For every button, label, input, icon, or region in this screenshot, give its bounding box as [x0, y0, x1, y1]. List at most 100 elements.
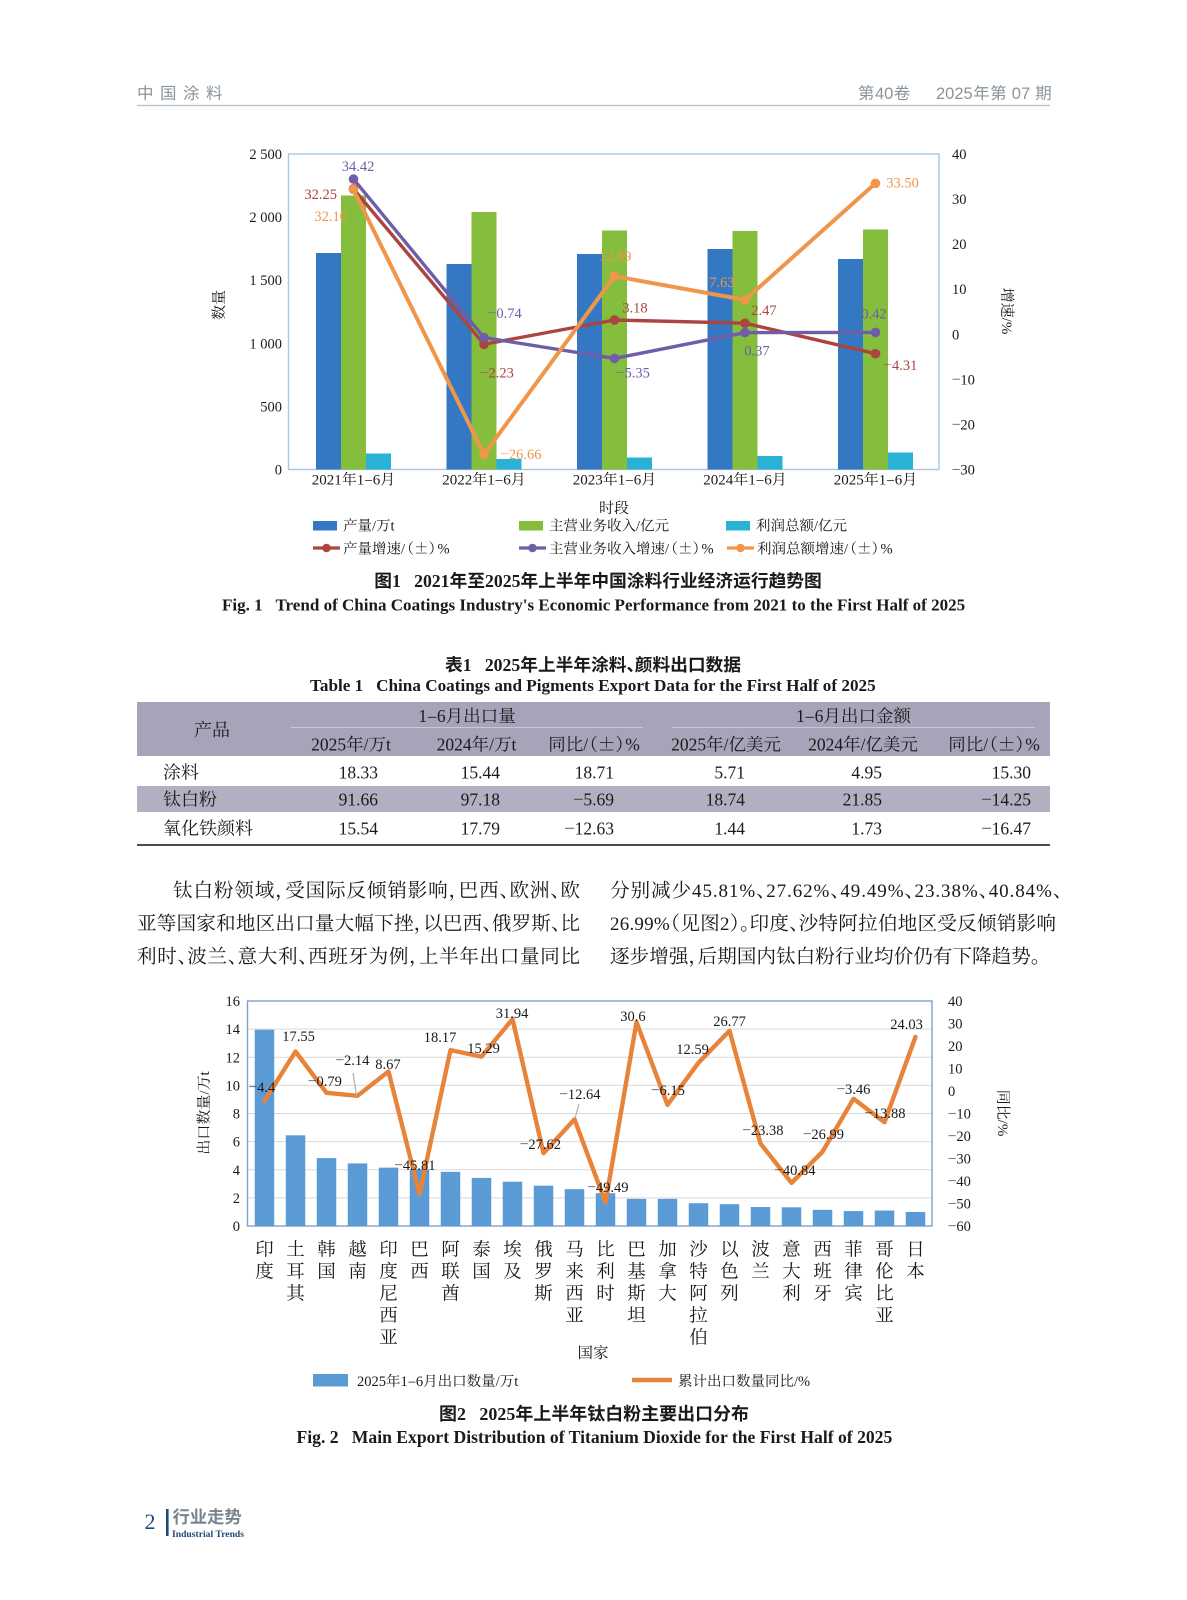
svg-text:2: 2 — [145, 1509, 156, 1534]
svg-text:1: 1 — [729, 881, 739, 902]
svg-text:40: 40 — [948, 994, 963, 1010]
svg-text:/: / — [814, 519, 819, 535]
svg-text:45.81: 45.81 — [403, 1158, 436, 1174]
svg-text:6.15: 6.15 — [660, 1083, 685, 1099]
svg-text:2022: 2022 — [442, 473, 472, 489]
svg-text:32.25: 32.25 — [304, 187, 337, 203]
svg-text:2: 2 — [803, 881, 813, 902]
svg-text:40: 40 — [956, 1174, 971, 1190]
svg-text:/: / — [197, 1090, 213, 1095]
svg-text:1: 1 — [487, 473, 495, 489]
svg-text:.: . — [713, 881, 718, 902]
svg-text:/: / — [489, 735, 494, 755]
svg-text:1 000: 1 000 — [249, 336, 282, 352]
svg-text:20: 20 — [948, 1039, 963, 1055]
svg-text:3: 3 — [941, 881, 951, 902]
svg-text:8: 8 — [951, 881, 961, 902]
svg-text:.: . — [787, 881, 792, 902]
svg-text:9: 9 — [851, 881, 861, 902]
svg-text:0: 0 — [948, 1084, 955, 1100]
svg-text:/: / — [401, 542, 406, 558]
svg-text:7: 7 — [777, 881, 787, 902]
svg-text:14: 14 — [226, 1022, 241, 1038]
svg-text:30: 30 — [952, 192, 967, 208]
svg-text:14.25: 14.25 — [992, 790, 1032, 810]
svg-text:15.29: 15.29 — [467, 1041, 500, 1057]
svg-text:6: 6 — [437, 706, 446, 726]
svg-text:6: 6 — [620, 914, 630, 935]
svg-text:2: 2 — [720, 914, 730, 935]
svg-text:3.46: 3.46 — [845, 1082, 870, 1098]
svg-text:/: / — [724, 735, 729, 755]
svg-text:30.6: 30.6 — [620, 1009, 645, 1025]
svg-text:24.03: 24.03 — [890, 1017, 923, 1033]
svg-text:6: 6 — [233, 1135, 240, 1151]
svg-text:12.59: 12.59 — [676, 1042, 709, 1058]
svg-text:10: 10 — [226, 1078, 241, 1094]
svg-text:2 500: 2 500 — [249, 147, 282, 163]
svg-text:18.33: 18.33 — [339, 763, 379, 783]
svg-text:1: 1 — [879, 473, 887, 489]
svg-text:0.79: 0.79 — [317, 1074, 342, 1090]
svg-text:6: 6 — [416, 1374, 423, 1390]
svg-text:6: 6 — [634, 473, 642, 489]
svg-text:%: % — [881, 542, 893, 558]
svg-text:4: 4 — [840, 881, 850, 902]
svg-text:50: 50 — [956, 1197, 971, 1213]
svg-text:7.63: 7.63 — [709, 275, 734, 291]
svg-text:%: % — [1025, 735, 1040, 755]
svg-text:34.42: 34.42 — [342, 159, 375, 175]
svg-text:21.85: 21.85 — [843, 790, 883, 810]
svg-text:20: 20 — [960, 417, 975, 433]
svg-text:Fig. 1 Trend of China Coatin: Fig. 1 Trend of China Coatings Industry'… — [222, 596, 965, 615]
svg-text:2 2025: 2 2025 — [457, 1404, 515, 1424]
svg-text:500: 500 — [260, 399, 282, 415]
svg-text:12.64: 12.64 — [568, 1087, 601, 1103]
svg-text:16: 16 — [226, 994, 241, 1010]
svg-text:3.18: 3.18 — [622, 301, 647, 317]
svg-text:49.49: 49.49 — [596, 1180, 629, 1196]
svg-text:1: 1 — [418, 706, 427, 726]
svg-text:.: . — [861, 881, 866, 902]
svg-text:4: 4 — [692, 881, 702, 902]
svg-text:10: 10 — [952, 282, 967, 298]
svg-text:%: % — [1036, 881, 1052, 902]
svg-text:97.18: 97.18 — [461, 790, 501, 810]
svg-text:2025: 2025 — [357, 1374, 386, 1390]
svg-text:12.89: 12.89 — [599, 249, 632, 265]
svg-text:6: 6 — [793, 881, 803, 902]
svg-text:0: 0 — [999, 881, 1009, 902]
svg-text:/: / — [583, 735, 588, 755]
svg-text:/%: /% — [998, 318, 1014, 335]
svg-text:%: % — [702, 542, 714, 558]
svg-text:16.47: 16.47 — [992, 819, 1032, 839]
svg-text:2025: 2025 — [311, 735, 346, 755]
svg-text:8: 8 — [719, 881, 729, 902]
svg-text:12.63: 12.63 — [575, 819, 615, 839]
svg-text:30: 30 — [956, 1152, 971, 1168]
svg-text:40: 40 — [875, 85, 893, 103]
svg-text:%: % — [654, 914, 670, 935]
svg-text:2024: 2024 — [437, 735, 472, 755]
svg-text:1 2021: 1 2021 — [392, 571, 450, 591]
svg-text:15.54: 15.54 — [339, 819, 379, 839]
svg-text:2025: 2025 — [834, 473, 864, 489]
svg-text:1.44: 1.44 — [714, 819, 745, 839]
svg-text:4.4: 4.4 — [257, 1080, 276, 1096]
svg-text:10: 10 — [956, 1107, 971, 1123]
svg-text:4: 4 — [233, 1163, 241, 1179]
svg-text:4: 4 — [867, 881, 877, 902]
svg-text:0.37: 0.37 — [744, 344, 769, 360]
svg-text:2.47: 2.47 — [751, 303, 776, 319]
svg-text:1: 1 — [748, 473, 756, 489]
svg-text:Industrial Trends: Industrial Trends — [172, 1529, 244, 1540]
svg-text:%: % — [438, 542, 450, 558]
svg-text:/: / — [665, 542, 670, 558]
svg-text:6: 6 — [815, 706, 824, 726]
svg-text:.: . — [935, 881, 940, 902]
svg-text:12: 12 — [226, 1050, 241, 1066]
svg-text:/: / — [496, 1374, 501, 1390]
svg-text:15.30: 15.30 — [992, 763, 1032, 783]
svg-text:2.14: 2.14 — [344, 1053, 370, 1069]
svg-text:2021: 2021 — [312, 473, 342, 489]
